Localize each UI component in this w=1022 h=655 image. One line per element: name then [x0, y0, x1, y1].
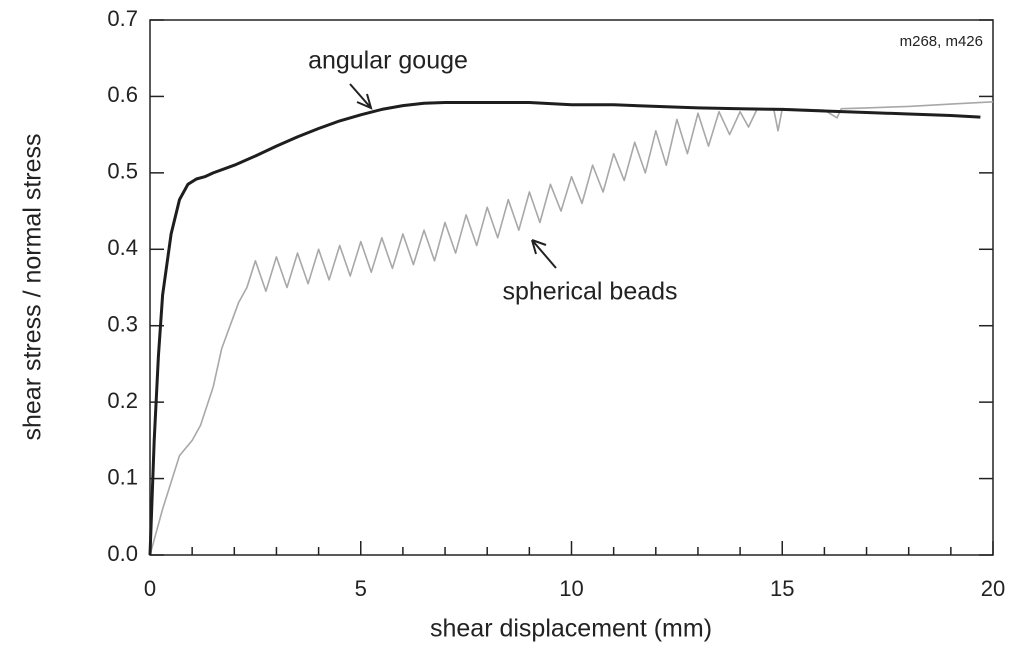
- y-tick-label: 0.7: [107, 6, 138, 31]
- series-annotation: spherical beads: [502, 278, 677, 306]
- y-tick-label: 0.3: [107, 312, 138, 337]
- series-line: [149, 101, 994, 556]
- y-axis-label: shear stress / normal stress: [19, 133, 47, 440]
- x-tick-label: 5: [355, 576, 367, 601]
- y-tick-label: 0.6: [107, 82, 138, 107]
- run-label: m268, m426: [900, 33, 983, 50]
- x-tick-label: 10: [559, 576, 583, 601]
- x-tick-label: 20: [981, 576, 1005, 601]
- y-tick-label: 0.2: [107, 388, 138, 413]
- y-tick-label: 0.0: [107, 541, 138, 566]
- series-line: [148, 101, 981, 556]
- x-tick-label: 0: [144, 576, 156, 601]
- arrow: [349, 83, 373, 110]
- x-axis-label: shear displacement (mm): [430, 615, 712, 643]
- y-tick-label: 0.5: [107, 159, 138, 184]
- y-tick-label: 0.4: [107, 235, 138, 260]
- series-annotation: angular gouge: [308, 47, 468, 75]
- y-tick-label: 0.1: [107, 464, 138, 489]
- arrow: [531, 239, 557, 269]
- x-tick-label: 15: [770, 576, 794, 601]
